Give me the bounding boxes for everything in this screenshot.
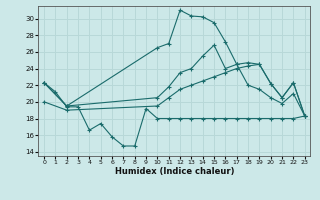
X-axis label: Humidex (Indice chaleur): Humidex (Indice chaleur)	[115, 167, 234, 176]
